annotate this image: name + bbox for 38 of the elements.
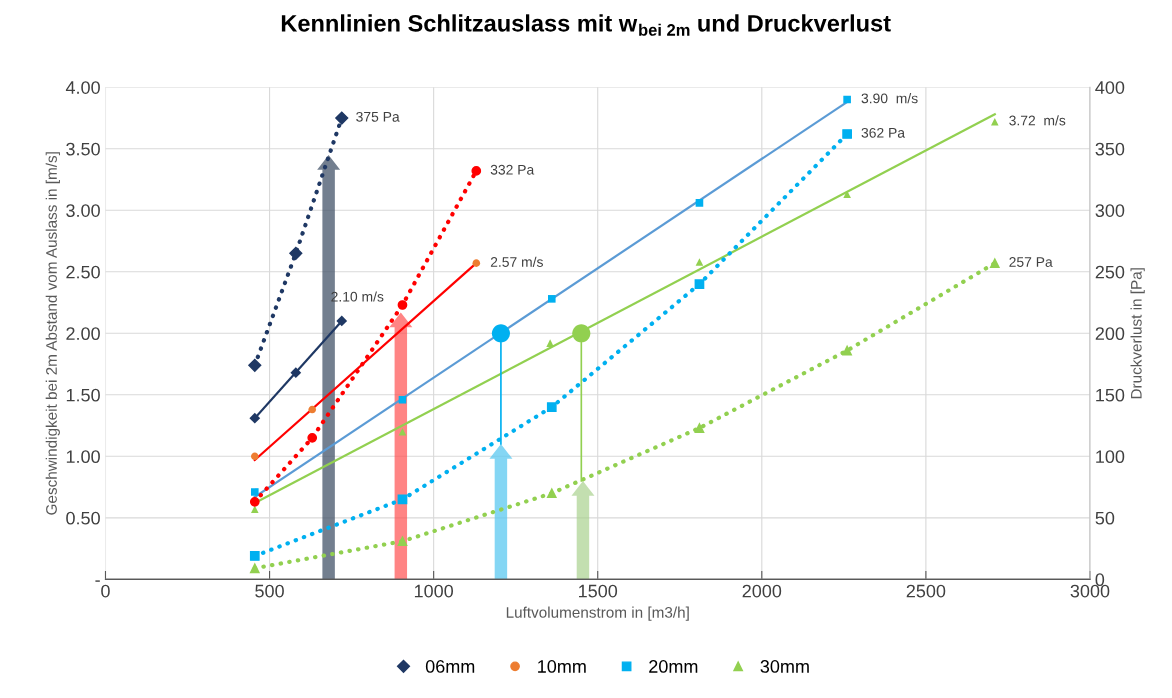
x-tick-label: 3000 <box>1070 584 1110 598</box>
x-tick-label: 500 <box>255 584 284 598</box>
legend-label: 30mm <box>760 660 809 673</box>
y-tick-label: 1.00 <box>66 450 100 464</box>
y-axis-title: Geschwindigkeit bei 2m Abstand vom Auslass in [m/s] <box>45 152 60 515</box>
y-tick-label: - <box>95 580 100 582</box>
x-tick-label: 2000 <box>742 584 782 598</box>
y2-tick-label: 250 <box>1095 265 1125 279</box>
legend-label: 20mm <box>649 660 698 673</box>
legend-label: 10mm <box>538 660 586 673</box>
x-tick-label: 1500 <box>579 584 618 598</box>
y-tick-label: 1.50 <box>66 388 100 402</box>
annotation: 332 Pa <box>490 164 535 175</box>
x-axis-title: Luftvolumenstrom in [m3/h] <box>506 606 689 621</box>
x-tick-label: 0 <box>101 584 110 598</box>
annotation: 2.57 m/s <box>490 256 543 267</box>
y2-tick-label: 100 <box>1096 450 1125 464</box>
y-tick-label: 3.00 <box>66 204 100 217</box>
y2-tick-label: 300 <box>1095 204 1125 217</box>
annotation: 257 Pa <box>1009 257 1053 267</box>
y2-tick-label: 200 <box>1095 327 1125 341</box>
y-tick-label: 0.50 <box>66 511 100 525</box>
x-tick-label: 2500 <box>906 584 946 598</box>
legend-label: 06mm <box>425 660 475 673</box>
annotation: 375 Pa <box>356 111 400 122</box>
annotation: 3.90 m/s <box>861 93 918 104</box>
annotation: 3.72 m/s <box>1009 115 1066 126</box>
y-tick-label: 3.50 <box>66 142 100 156</box>
y-tick-label: 2.00 <box>66 327 100 341</box>
y-tick-label: 2.50 <box>66 265 100 279</box>
y2-tick-label: 400 <box>1095 81 1125 94</box>
y2-tick-label: 50 <box>1095 511 1115 525</box>
y2-tick-label: 150 <box>1096 388 1125 402</box>
y2-axis-title: Druckverlust in [Pa] <box>1130 268 1145 399</box>
annotation: 362 Pa <box>861 127 906 138</box>
y2-tick-label: 350 <box>1095 142 1125 156</box>
y-tick-label: 4.00 <box>65 81 100 94</box>
x-tick-label: 1000 <box>414 584 454 598</box>
